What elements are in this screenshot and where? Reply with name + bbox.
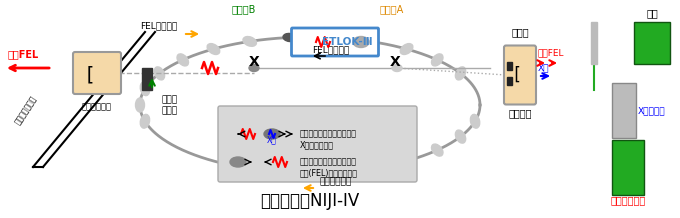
- Text: 遮蔽体: 遮蔽体: [511, 27, 529, 37]
- Ellipse shape: [135, 98, 144, 112]
- Ellipse shape: [324, 33, 337, 42]
- Text: X: X: [390, 55, 401, 69]
- Text: 赤外線検出器: 赤外線検出器: [611, 195, 645, 205]
- FancyBboxPatch shape: [73, 52, 121, 94]
- Ellipse shape: [456, 130, 466, 143]
- Ellipse shape: [177, 54, 188, 66]
- Text: FELパルス１: FELパルス１: [312, 45, 350, 54]
- Ellipse shape: [154, 67, 165, 80]
- Ellipse shape: [243, 37, 256, 46]
- Text: 逆コンプトン散乱によって
X線が発生する: 逆コンプトン散乱によって X線が発生する: [300, 129, 357, 150]
- Ellipse shape: [432, 144, 443, 156]
- Bar: [612, 140, 644, 195]
- Ellipse shape: [207, 44, 220, 54]
- Bar: [612, 83, 636, 138]
- Text: 入射電子ビーム: 入射電子ビーム: [14, 94, 39, 126]
- Ellipse shape: [364, 164, 377, 174]
- Bar: [634, 22, 670, 64]
- Ellipse shape: [353, 36, 369, 48]
- Ellipse shape: [230, 157, 246, 167]
- Text: 電子バ
ンチ２: 電子バ ンチ２: [162, 95, 178, 115]
- Ellipse shape: [392, 65, 402, 72]
- Ellipse shape: [401, 44, 413, 54]
- Bar: [507, 77, 512, 85]
- Ellipse shape: [282, 168, 296, 177]
- Text: FELパルス２: FELパルス２: [140, 21, 177, 30]
- Bar: [507, 62, 512, 70]
- Ellipse shape: [456, 67, 466, 80]
- Text: [: [: [84, 65, 96, 85]
- Text: 電子バンチと自由電子レー
ザー(FEL)パルスが衝突: 電子バンチと自由電子レー ザー(FEL)パルスが衝突: [300, 157, 358, 178]
- Ellipse shape: [140, 82, 150, 96]
- Ellipse shape: [283, 33, 296, 42]
- Text: 共振器ミラー: 共振器ミラー: [82, 102, 112, 111]
- FancyBboxPatch shape: [218, 106, 417, 182]
- Ellipse shape: [432, 54, 443, 66]
- FancyBboxPatch shape: [292, 28, 379, 56]
- Ellipse shape: [264, 129, 280, 139]
- FancyBboxPatch shape: [504, 46, 536, 104]
- Text: 衝突点B: 衝突点B: [232, 4, 256, 14]
- Text: X線検出器: X線検出器: [638, 106, 666, 115]
- Text: ETLOK-Ⅲ: ETLOK-Ⅲ: [322, 37, 373, 47]
- Ellipse shape: [471, 114, 479, 128]
- Text: 赤外FEL: 赤外FEL: [8, 49, 39, 59]
- Text: 衝突点A: 衝突点A: [380, 4, 404, 14]
- Bar: [142, 68, 152, 90]
- Text: 試料: 試料: [646, 8, 658, 18]
- Text: 蓄積リングNIJI-IV: 蓄積リングNIJI-IV: [260, 192, 360, 210]
- Bar: [591, 22, 597, 64]
- Ellipse shape: [364, 37, 377, 46]
- Ellipse shape: [249, 65, 259, 72]
- Ellipse shape: [140, 114, 150, 128]
- Text: X: X: [249, 55, 259, 69]
- Text: [: [: [511, 66, 521, 84]
- Text: X線: X線: [267, 135, 277, 144]
- Text: 光共振器: 光共振器: [508, 109, 532, 119]
- Ellipse shape: [324, 168, 337, 177]
- Ellipse shape: [401, 155, 413, 166]
- Text: 赤外FEL: 赤外FEL: [538, 48, 564, 57]
- Text: X線: X線: [538, 63, 549, 72]
- Text: 電子バンチ１: 電子バンチ１: [320, 177, 352, 186]
